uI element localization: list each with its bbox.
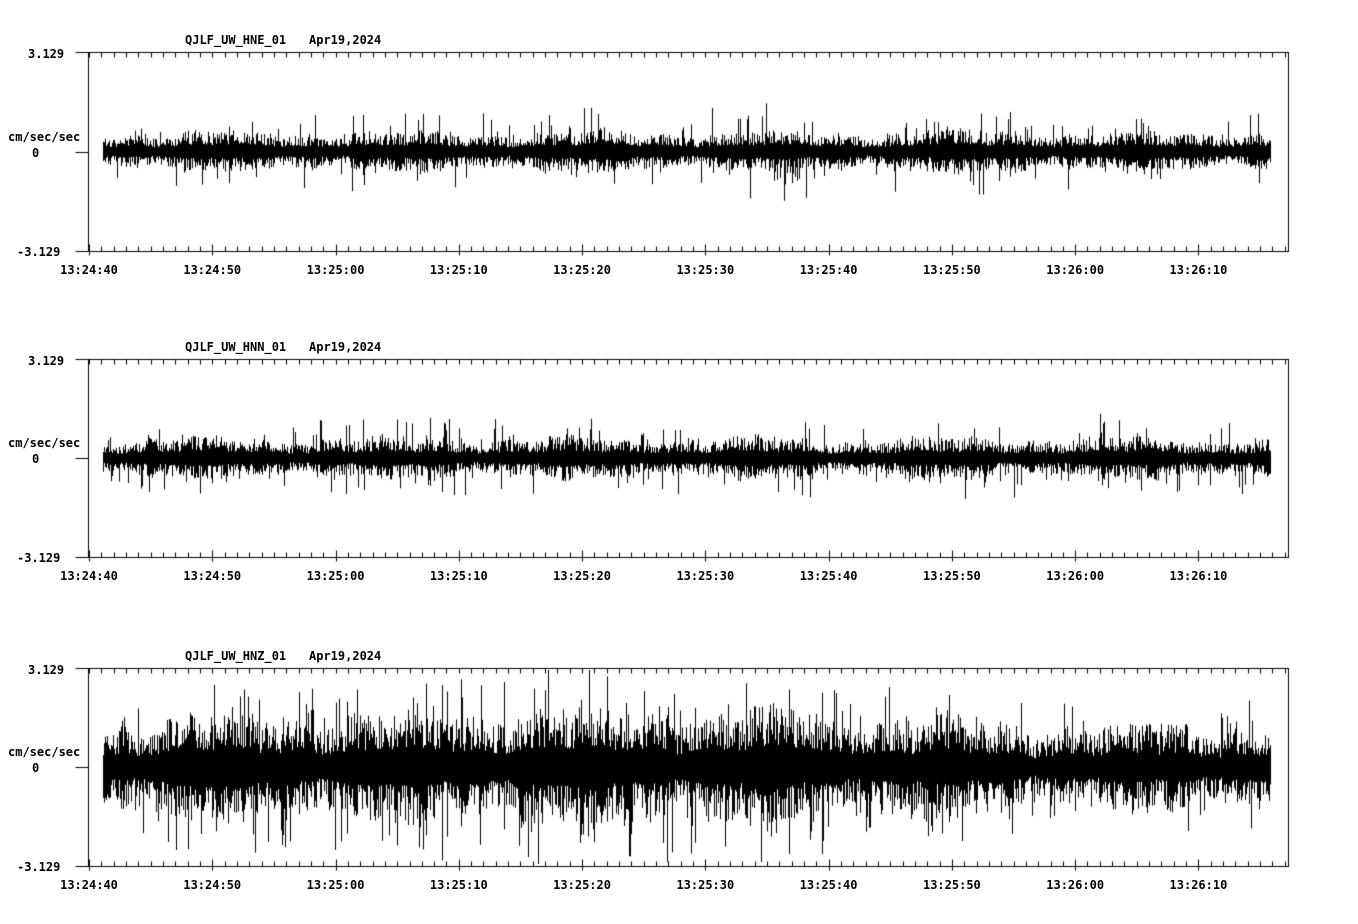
x-tick-label: 13:25:00 bbox=[306, 569, 365, 583]
x-tick-label: 13:25:10 bbox=[429, 263, 488, 277]
x-tick-label: 13:25:00 bbox=[306, 263, 365, 277]
panel-title-station: QJLF_UW_HNN_01 bbox=[185, 340, 287, 354]
y-axis-zero-label: 0 bbox=[32, 761, 40, 775]
x-tick-label: 13:25:20 bbox=[553, 263, 611, 277]
x-tick-label: 13:25:50 bbox=[922, 569, 981, 583]
y-axis-unit-label: cm/sec/sec bbox=[8, 129, 81, 144]
x-axis-tick-labels: 13:24:40 13:24:50 13:25:00 13:25:10 13:25:20… bbox=[0, 263, 1358, 277]
x-tick-label: 13:25:10 bbox=[429, 569, 488, 583]
x-tick-label: 13:26:10 bbox=[1169, 569, 1228, 583]
x-tick-label: 13:24:40 bbox=[60, 569, 118, 583]
x-tick-label: 13:25:30 bbox=[676, 569, 735, 583]
x-tick-label: 13:25:40 bbox=[799, 569, 858, 583]
y-axis-zero-label: 0 bbox=[32, 452, 40, 466]
x-tick-label: 13:25:30 bbox=[676, 878, 735, 892]
panel-title-date: Apr19,2024 bbox=[309, 33, 382, 47]
x-axis-tick-labels: 13:24:40 13:24:50 13:25:00 13:25:10 13:25:20… bbox=[0, 878, 1358, 892]
y-axis-unit-label: cm/sec/sec bbox=[8, 436, 81, 450]
x-axis-tick-labels: 13:24:40 13:24:50 13:25:00 13:25:10 13:25:20… bbox=[0, 569, 1358, 583]
y-axis-max-label: 3.129 bbox=[28, 47, 65, 61]
panel-title-date: Apr19,2024 bbox=[309, 649, 382, 663]
waveform-plot-hne bbox=[70, 45, 1294, 257]
x-tick-label: 13:26:10 bbox=[1169, 878, 1228, 892]
x-tick-label: 13:25:50 bbox=[922, 263, 981, 277]
x-tick-label: 13:25:40 bbox=[799, 263, 858, 277]
y-axis-min-label: -3.129 bbox=[17, 245, 61, 259]
y-axis-zero-label: 0 bbox=[32, 145, 40, 160]
x-tick-label: 13:24:50 bbox=[183, 569, 242, 583]
x-tick-label: 13:24:50 bbox=[183, 878, 242, 892]
x-tick-label: 13:24:40 bbox=[60, 878, 118, 892]
x-tick-label: 13:25:40 bbox=[799, 878, 858, 892]
x-tick-label: 13:24:40 bbox=[60, 263, 118, 277]
x-tick-label: 13:26:00 bbox=[1046, 878, 1105, 892]
y-axis-min-label: -3.129 bbox=[17, 551, 61, 565]
y-axis-min-label: -3.129 bbox=[17, 860, 61, 874]
panel-title-station: QJLF_UW_HNE_01 bbox=[185, 33, 287, 47]
y-axis-max-label: 3.129 bbox=[28, 354, 65, 368]
y-axis-max-label: 3.129 bbox=[28, 663, 65, 677]
x-tick-label: 13:26:10 bbox=[1169, 263, 1228, 277]
x-tick-label: 13:25:30 bbox=[676, 263, 735, 277]
x-tick-label: 13:25:20 bbox=[553, 569, 611, 583]
panel-title-date: Apr19,2024 bbox=[309, 340, 382, 354]
x-tick-label: 13:26:00 bbox=[1046, 569, 1105, 583]
waveform-plot-hnz bbox=[70, 661, 1294, 872]
x-tick-label: 13:24:50 bbox=[183, 263, 242, 277]
x-tick-label: 13:25:00 bbox=[306, 878, 365, 892]
x-tick-label: 13:25:20 bbox=[553, 878, 611, 892]
panel-title-station: QJLF_UW_HNZ_01 bbox=[185, 649, 287, 663]
waveform-plot-hnn bbox=[70, 352, 1294, 563]
x-tick-label: 13:26:00 bbox=[1046, 263, 1105, 277]
x-tick-label: 13:25:50 bbox=[922, 878, 981, 892]
y-axis-unit-label: cm/sec/sec bbox=[8, 745, 81, 759]
x-tick-label: 13:25:10 bbox=[429, 878, 488, 892]
